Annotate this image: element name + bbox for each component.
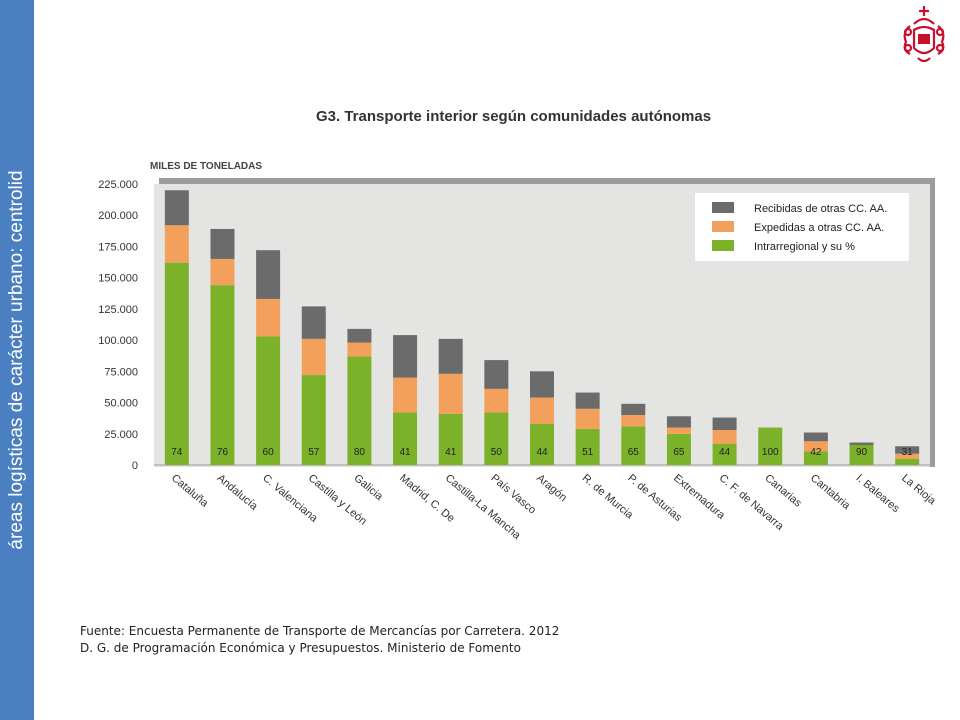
x-tick-label: I. Baleares [854, 472, 902, 515]
bar-segment-series-0 [758, 427, 783, 465]
y-tick-label: 0 [132, 460, 138, 472]
y-tick-label: 150.000 [98, 273, 138, 285]
bar-segment-series-0 [621, 426, 646, 465]
percent-label: 74 [171, 447, 183, 458]
bar-segment-series-1 [803, 441, 828, 452]
bar-segment-series-2 [803, 432, 828, 442]
bar-segment-series-2 [393, 335, 418, 378]
bar-segment-series-0 [484, 412, 509, 465]
bar-segment-series-2 [575, 392, 600, 409]
source-line-2: D. G. de Programación Económica y Presup… [80, 641, 521, 655]
x-tick-label: Andalucía [215, 472, 261, 513]
percent-label: 44 [536, 447, 548, 458]
bar-segment-series-1 [347, 342, 372, 357]
percent-label: 31 [902, 447, 914, 458]
bar-segment-series-2 [256, 250, 281, 299]
y-tick-label: 25.000 [104, 429, 138, 441]
stacked-bar-chart: MILES DE TONELADAS 0 25.000 50.000 75.000 10… [98, 161, 938, 542]
bar-segment-series-2 [666, 416, 691, 428]
bar-segment-series-2 [895, 446, 920, 454]
bar-segment-series-0 [393, 412, 418, 465]
x-tick-label: Castilla-La Mancha [443, 472, 524, 542]
bar-segment-series-1 [621, 415, 646, 427]
bar-segment-series-1 [164, 225, 189, 263]
bar-segment-series-1 [393, 377, 418, 413]
percent-label: 76 [217, 447, 229, 458]
percent-label: 65 [673, 447, 685, 458]
y-tick-label: 225.000 [98, 179, 138, 191]
bar-segment-series-2 [712, 417, 737, 431]
y-tick-label: 100.000 [98, 335, 138, 347]
bar-segment-series-2 [530, 371, 554, 398]
bar-segment-series-0 [575, 428, 600, 465]
percent-label: 50 [491, 447, 503, 458]
x-tick-label: Galicia [351, 472, 385, 503]
bar-segment-series-0 [438, 413, 463, 465]
source-line-1: Fuente: Encuesta Permanente de Transport… [80, 624, 560, 638]
percent-label: 90 [856, 447, 868, 458]
legend-label: Expedidas a otras CC. AA. [754, 222, 884, 234]
bar-segment-series-1 [210, 258, 235, 286]
bar-segment-series-0 [210, 285, 235, 465]
x-tick-label: La Rioja [899, 472, 938, 508]
source-note: Fuente: Encuesta Permanente de Transport… [80, 623, 559, 657]
sidebar-title: áreas logísticas de carácter urbano: cen… [6, 170, 27, 550]
percent-label: 65 [628, 447, 640, 458]
bar-segment-series-1 [575, 408, 600, 429]
x-tick-label: Canarias [762, 472, 804, 510]
bar-segment-series-1 [301, 338, 326, 376]
legend-swatch [712, 240, 734, 251]
bar-segment-series-0 [849, 445, 874, 465]
x-tick-label: Cantabria [808, 472, 853, 512]
y-tick-label: 175.000 [98, 241, 138, 253]
percent-label: 60 [263, 447, 275, 458]
bar-segment-series-2 [484, 360, 509, 389]
legend-swatch [712, 202, 734, 213]
legend-label: Recibidas de otras CC. AA. [754, 203, 887, 215]
bar-segment-series-0 [347, 356, 372, 465]
legend-label: Intrarregional y su % [754, 241, 855, 253]
percent-label: 41 [399, 447, 411, 458]
bar-segment-series-0 [895, 458, 920, 465]
crest-logo [903, 6, 945, 63]
bar-segment-series-2 [849, 442, 874, 446]
chart-title: G3. Transporte interior según comunidade… [316, 108, 712, 125]
bar-segment-series-1 [256, 298, 281, 337]
bar-segment-series-2 [301, 306, 326, 339]
percent-label: 44 [719, 447, 731, 458]
y-tick-label: 200.000 [98, 210, 138, 222]
bar-segment-series-2 [347, 328, 372, 343]
bar-segment-series-0 [712, 443, 737, 465]
bar-segment-series-1 [484, 388, 509, 413]
y-axis-label: MILES DE TONELADAS [150, 161, 262, 172]
percent-label: 80 [354, 447, 366, 458]
bar-segment-series-0 [164, 262, 189, 465]
bar-segment-series-2 [621, 403, 646, 416]
bar-segment-series-2 [438, 338, 463, 374]
bar-segment-series-1 [712, 430, 737, 444]
bar-segment-series-0 [666, 433, 691, 465]
percent-label: 51 [582, 447, 594, 458]
bar-segment-series-1 [530, 397, 554, 424]
bar-segment-series-1 [666, 427, 691, 434]
sidebar: áreas logísticas de carácter urbano: cen… [0, 0, 34, 720]
percent-label: 100 [762, 447, 779, 458]
percent-label: 57 [308, 447, 320, 458]
x-tick-label: Aragón [534, 472, 569, 504]
legend-swatch [712, 221, 734, 232]
y-tick-label: 75.000 [104, 366, 138, 378]
percent-label: 41 [445, 447, 457, 458]
bar-segment-series-1 [895, 453, 920, 459]
bar-segment-series-0 [803, 451, 828, 465]
bar-segment-series-1 [438, 373, 463, 414]
x-tick-label: Cataluña [169, 472, 211, 510]
bar-segment-series-0 [301, 375, 326, 465]
y-tick-label: 50.000 [104, 398, 138, 410]
y-tick-label: 125.000 [98, 304, 138, 316]
percent-label: 42 [810, 447, 822, 458]
bar-segment-series-0 [256, 336, 281, 465]
bar-segment-series-2 [210, 228, 235, 259]
bar-segment-series-0 [530, 423, 554, 465]
bar-segment-series-2 [164, 190, 189, 226]
